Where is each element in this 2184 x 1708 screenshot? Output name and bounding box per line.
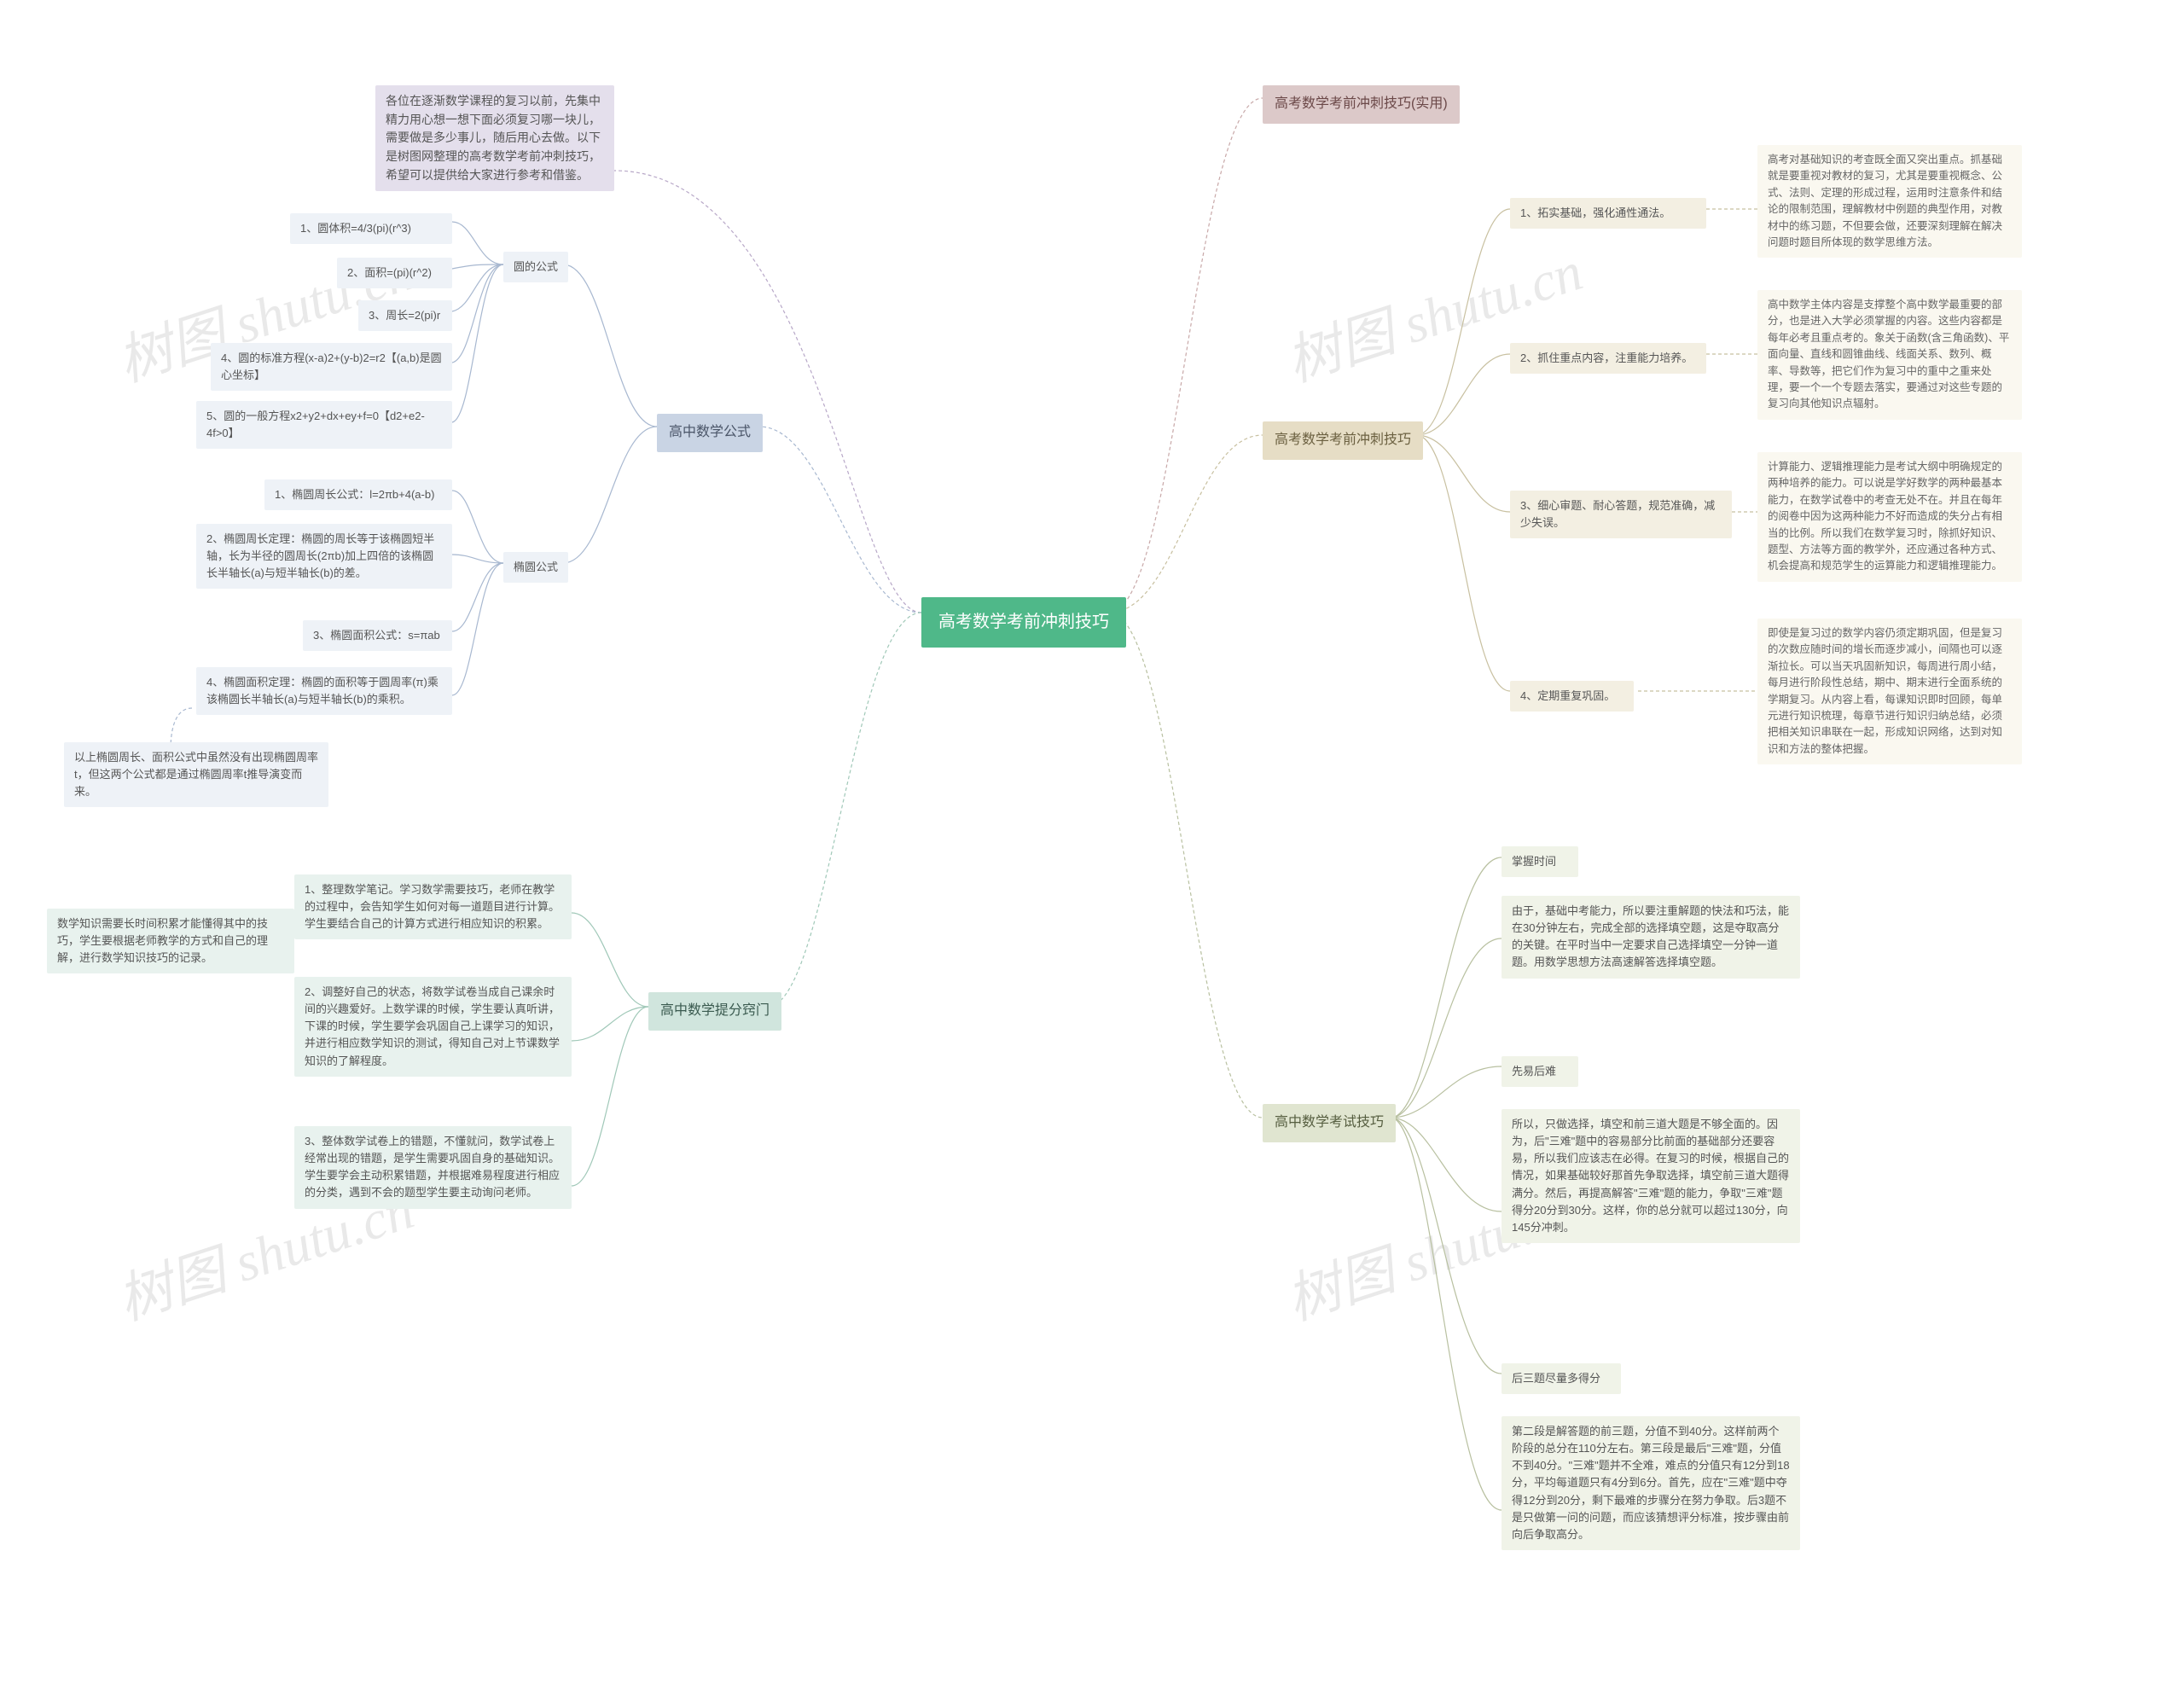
exam-item: 所以，只做选择，填空和前三道大题是不够全面的。因为，后"三难"题中的容易部分比前… [1502, 1109, 1800, 1243]
circle-item: 4、圆的标准方程(x-a)2+(y-b)2=r2【(a,b)是圆心坐标】 [211, 343, 452, 391]
exam-item: 第二段是解答题的前三题，分值不到40分。这样前两个阶段的总分在110分左右。第三… [1502, 1416, 1800, 1550]
skills-item-title: 3、细心审题、耐心答题，规范准确，减少失误。 [1510, 491, 1732, 538]
circle-formula-label: 圆的公式 [503, 252, 568, 282]
branch-skills: 高考数学考前冲刺技巧 [1263, 421, 1423, 460]
tips-item: 1、整理数学笔记。学习数学需要技巧，老师在教学的过程中，会告知学生如何对每一道题… [294, 874, 572, 939]
exam-item: 后三题尽量多得分 [1502, 1363, 1621, 1394]
skills-item-title: 4、定期重复巩固。 [1510, 681, 1634, 712]
skills-item-detail: 计算能力、逻辑推理能力是考试大纲中明确规定的两种培养的能力。可以说是学好数学的两… [1757, 452, 2022, 582]
exam-item: 先易后难 [1502, 1056, 1578, 1087]
skills-item-detail: 即使是复习过的数学内容仍须定期巩固，但是复习的次数应随时间的增长而逐步减小，间隔… [1757, 619, 2022, 764]
exam-item: 掌握时间 [1502, 846, 1578, 877]
circle-item: 1、圆体积=4/3(pi)(r^3) [290, 213, 452, 244]
circle-item: 5、圆的一般方程x2+y2+dx+ey+f=0【d2+e2-4f>0】 [196, 401, 452, 449]
branch-exam: 高中数学考试技巧 [1263, 1104, 1396, 1142]
skills-item-detail: 高中数学主体内容是支撑整个高中数学最重要的部分，也是进入大学必须掌握的内容。这些… [1757, 290, 2022, 420]
ellipse-item: 1、椭圆周长公式：l=2πb+4(a-b) [264, 479, 452, 510]
tips-note: 数学知识需要长时间积累才能懂得其中的技巧，学生要根据老师教学的方式和自己的理解，… [47, 909, 294, 973]
tips-item: 3、整体数学试卷上的错题，不懂就问，数学试卷上经常出现的错题，是学生需要巩固自身… [294, 1126, 572, 1209]
branch-formulas: 高中数学公式 [657, 414, 763, 452]
ellipse-note: 以上椭圆周长、面积公式中虽然没有出现椭圆周率t，但这两个公式都是通过椭圆周率t推… [64, 742, 328, 807]
ellipse-item: 4、椭圆面积定理：椭圆的面积等于圆周率(π)乘该椭圆长半轴长(a)与短半轴长(b… [196, 667, 452, 715]
branch-practical: 高考数学考前冲刺技巧(实用) [1263, 85, 1460, 124]
circle-item: 2、面积=(pi)(r^2) [337, 258, 452, 288]
intro-text: 各位在逐渐数学课程的复习以前，先集中精力用心想一想下面必须复习哪一块儿，需要做是… [375, 85, 614, 191]
tips-item: 2、调整好自己的状态，将数学试卷当成自己课余时间的兴趣爱好。上数学课的时候，学生… [294, 977, 572, 1077]
skills-item-detail: 高考对基础知识的考查既全面又突出重点。抓基础就是要重视对教材的复习，尤其是要重视… [1757, 145, 2022, 258]
circle-item: 3、周长=2(pi)r [358, 300, 452, 331]
exam-item: 由于，基础中考能力，所以要注重解题的快法和巧法，能在30分钟左右，完成全部的选择… [1502, 896, 1800, 979]
ellipse-formula-label: 椭圆公式 [503, 552, 568, 583]
center-title: 高考数学考前冲刺技巧 [921, 597, 1126, 648]
ellipse-item: 3、椭圆面积公式：s=πab [303, 620, 452, 651]
branch-tips: 高中数学提分窍门 [648, 992, 781, 1031]
skills-item-title: 1、拓实基础，强化通性通法。 [1510, 198, 1706, 229]
ellipse-item: 2、椭圆周长定理：椭圆的周长等于该椭圆短半轴，长为半径的圆周长(2πb)加上四倍… [196, 524, 452, 589]
skills-item-title: 2、抓住重点内容，注重能力培养。 [1510, 343, 1706, 374]
